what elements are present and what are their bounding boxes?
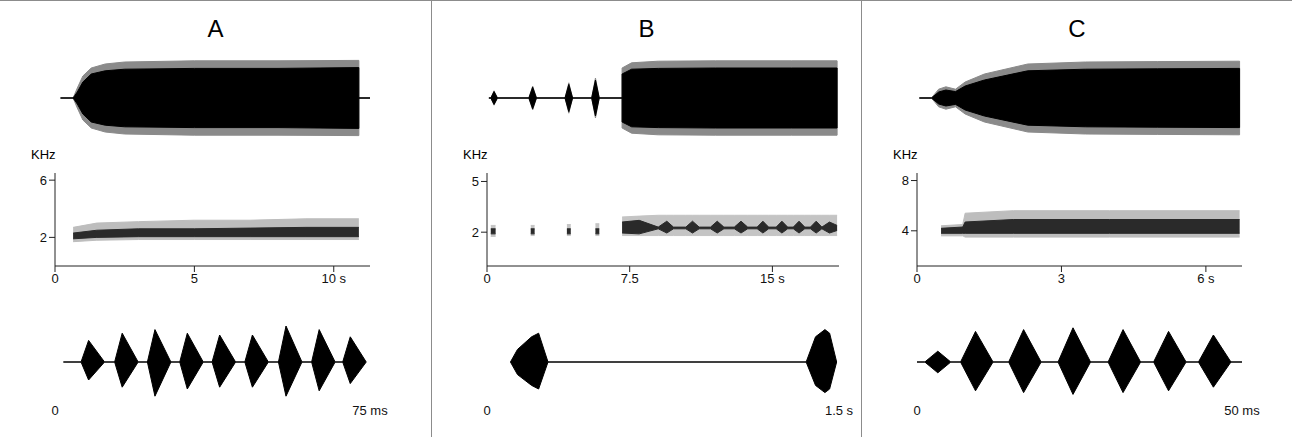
html-text:B: B: [638, 15, 655, 42]
svg-text:0: 0: [913, 403, 920, 418]
svg-text:0: 0: [913, 271, 920, 286]
html-text:C: C: [1068, 15, 1086, 42]
svg-text:5: 5: [472, 174, 479, 189]
html-text:KHz: KHz: [893, 147, 918, 162]
svg-text:5: 5: [191, 271, 198, 286]
html-text:A: A: [207, 15, 224, 42]
svg-text:0: 0: [483, 403, 490, 418]
svg-text:1.5 s: 1.5 s: [825, 403, 854, 418]
svg-text:10 s: 10 s: [321, 271, 346, 286]
svg-text:7.5: 7.5: [621, 271, 639, 286]
svg-text:0: 0: [51, 271, 58, 286]
svg-text:2: 2: [472, 225, 479, 240]
svg-text:8: 8: [902, 173, 909, 188]
svg-text:6 s: 6 s: [1197, 271, 1215, 286]
svg-text:0: 0: [51, 403, 58, 418]
svg-text:0: 0: [483, 271, 490, 286]
svg-text:3: 3: [1058, 271, 1065, 286]
svg-text:6: 6: [40, 173, 47, 188]
html-text:KHz: KHz: [31, 147, 56, 162]
svg-text:50 ms: 50 ms: [1224, 403, 1260, 418]
svg-text:4: 4: [902, 223, 909, 238]
svg-text:15 s: 15 s: [760, 271, 785, 286]
svg-text:2: 2: [40, 230, 47, 245]
html-text:KHz: KHz: [463, 147, 488, 162]
svg-text:75 ms: 75 ms: [352, 403, 388, 418]
